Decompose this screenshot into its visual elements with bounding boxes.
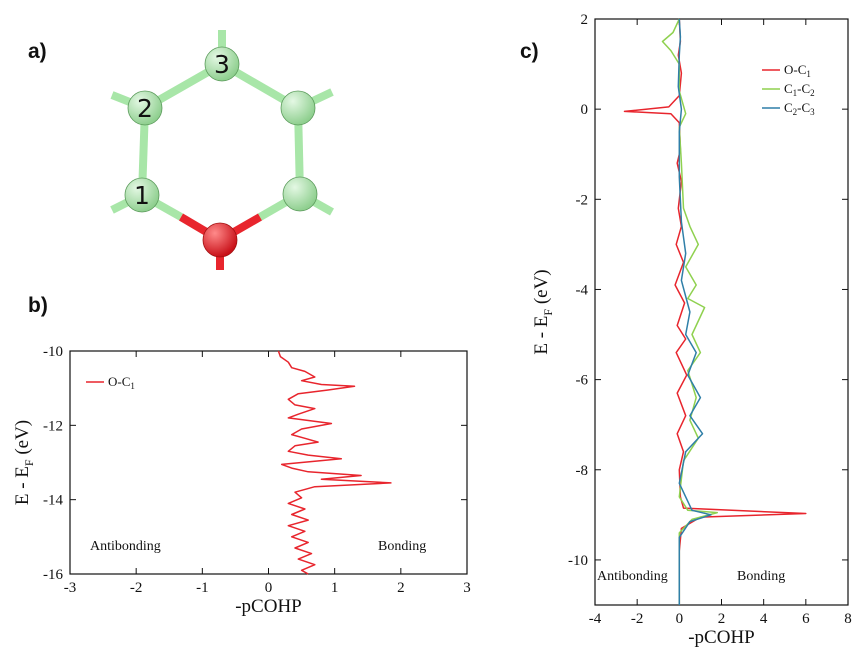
y-axis-title-unit: (eV) bbox=[12, 420, 33, 460]
carbon-atom-3 bbox=[204, 46, 240, 82]
y-tick-label: -8 bbox=[576, 463, 589, 479]
annotation-bonding: Bonding bbox=[737, 569, 785, 584]
legend-label-sub: 2 bbox=[793, 107, 798, 117]
panel-label-c: c) bbox=[520, 40, 539, 63]
carbon-atom-1 bbox=[124, 177, 160, 213]
annotation-antibonding: Antibonding bbox=[597, 569, 668, 584]
y-tick-label: -12 bbox=[43, 418, 63, 434]
series-line-c2-c3 bbox=[677, 18, 712, 605]
molecule-structure: 3 2 1 bbox=[110, 30, 334, 270]
y-tick-label: -14 bbox=[43, 493, 63, 509]
legend-label: O-C1 bbox=[784, 62, 811, 79]
y-tick-label: -6 bbox=[576, 373, 589, 389]
legend-label: C1-C2 bbox=[784, 81, 815, 98]
atom-label-3: 3 bbox=[214, 50, 230, 79]
y-tick-label: -16 bbox=[43, 567, 63, 583]
y-axis-title-sub: F bbox=[22, 459, 36, 466]
panel-label-b: b) bbox=[28, 294, 48, 317]
y-tick-label: 2 bbox=[581, 12, 589, 28]
legend-label: C2-C3 bbox=[784, 100, 815, 117]
carbon-atom-2 bbox=[127, 90, 163, 126]
x-tick-label: -1 bbox=[196, 580, 209, 596]
legend-label-main: C bbox=[784, 81, 793, 96]
y-tick-label: -10 bbox=[43, 344, 63, 360]
legend-label-mid: -C bbox=[797, 100, 810, 115]
y-axis-title-unit: (eV) bbox=[531, 269, 552, 309]
legend-label-sub: 1 bbox=[806, 69, 811, 79]
x-tick-label: 2 bbox=[718, 611, 726, 627]
y-tick-label: 0 bbox=[581, 102, 589, 118]
atom-label-2: 2 bbox=[137, 94, 153, 123]
legend-label-sub: 1 bbox=[793, 88, 798, 98]
annotation-antibonding: Antibonding bbox=[90, 539, 161, 554]
chart-panel-c: -4 -2 0 2 4 6 8 2 0 -2 -4 -6 -8 -10 Antibonding Bonding… bbox=[531, 12, 852, 648]
legend-label-sub: 1 bbox=[130, 381, 135, 391]
x-tick-label: 8 bbox=[844, 611, 852, 627]
legend-label-mid: -C bbox=[797, 81, 810, 96]
carbon-atom bbox=[282, 176, 318, 212]
y-axis-title-sub: F bbox=[541, 309, 555, 316]
x-axis-title: -pCOHP bbox=[235, 596, 302, 617]
y-axis-title: E - EF (eV) bbox=[12, 420, 36, 505]
x-tick-label: 1 bbox=[331, 580, 339, 596]
legend-label-sub2: 2 bbox=[810, 88, 815, 98]
y-tick-label: -2 bbox=[576, 192, 589, 208]
x-axis-title: -pCOHP bbox=[688, 627, 755, 648]
x-tick-label: -4 bbox=[589, 611, 602, 627]
series-line-o-c1 bbox=[277, 350, 392, 575]
legend-label: O-C1 bbox=[108, 374, 135, 391]
carbon-atom bbox=[280, 90, 316, 126]
x-tick-label: 2 bbox=[397, 580, 405, 596]
x-tick-label: 4 bbox=[760, 611, 768, 627]
legend-label-sub2: 3 bbox=[810, 107, 815, 117]
legend-label-main: O-C bbox=[108, 374, 130, 389]
x-tick-label: 6 bbox=[802, 611, 810, 627]
x-tick-label: 0 bbox=[676, 611, 684, 627]
x-tick-label: -3 bbox=[64, 580, 77, 596]
y-axis-title-main: E - E bbox=[12, 466, 33, 505]
x-tick-label: 3 bbox=[463, 580, 471, 596]
legend-label-main: O-C bbox=[784, 62, 806, 77]
oxygen-atom bbox=[202, 222, 238, 258]
x-tick-label: 0 bbox=[265, 580, 273, 596]
y-axis-title: E - EF (eV) bbox=[531, 269, 555, 354]
atom-label-1: 1 bbox=[134, 181, 150, 210]
x-tick-label: -2 bbox=[130, 580, 143, 596]
y-tick-label: -10 bbox=[568, 553, 588, 569]
series-line-o-c1 bbox=[623, 18, 807, 605]
panel-label-a: a) bbox=[28, 40, 47, 63]
legend-label-main: C bbox=[784, 100, 793, 115]
series-line-c1-c2 bbox=[661, 18, 719, 605]
y-tick-label: -4 bbox=[576, 282, 589, 298]
y-axis-title-main: E - E bbox=[531, 316, 552, 355]
x-tick-label: -2 bbox=[631, 611, 644, 627]
annotation-bonding: Bonding bbox=[378, 539, 426, 554]
